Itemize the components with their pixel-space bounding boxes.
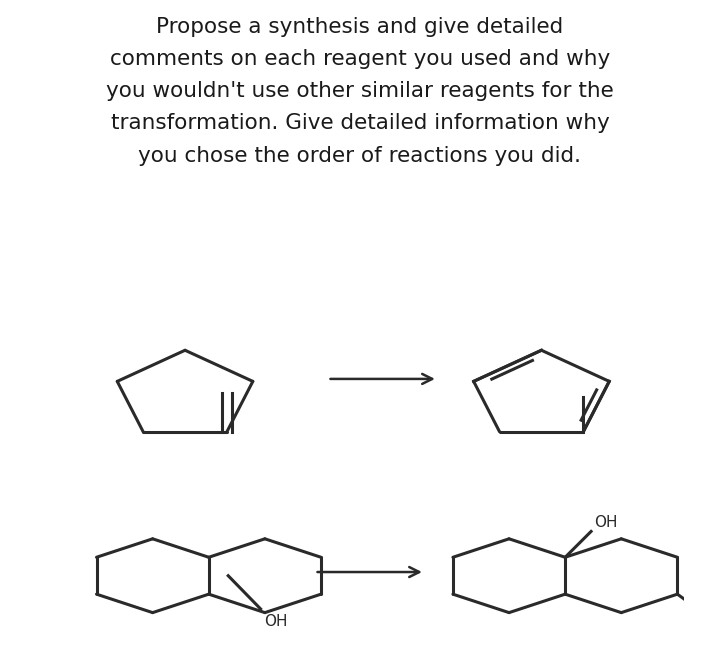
Text: OH: OH xyxy=(594,515,618,529)
Text: Propose a synthesis and give detailed: Propose a synthesis and give detailed xyxy=(156,17,564,37)
Text: you chose the order of reactions you did.: you chose the order of reactions you did… xyxy=(138,146,582,166)
Text: OH: OH xyxy=(264,615,287,629)
Text: you wouldn't use other similar reagents for the: you wouldn't use other similar reagents … xyxy=(106,81,614,101)
Text: transformation. Give detailed information why: transformation. Give detailed informatio… xyxy=(111,113,609,134)
Text: comments on each reagent you used and why: comments on each reagent you used and wh… xyxy=(110,49,610,69)
